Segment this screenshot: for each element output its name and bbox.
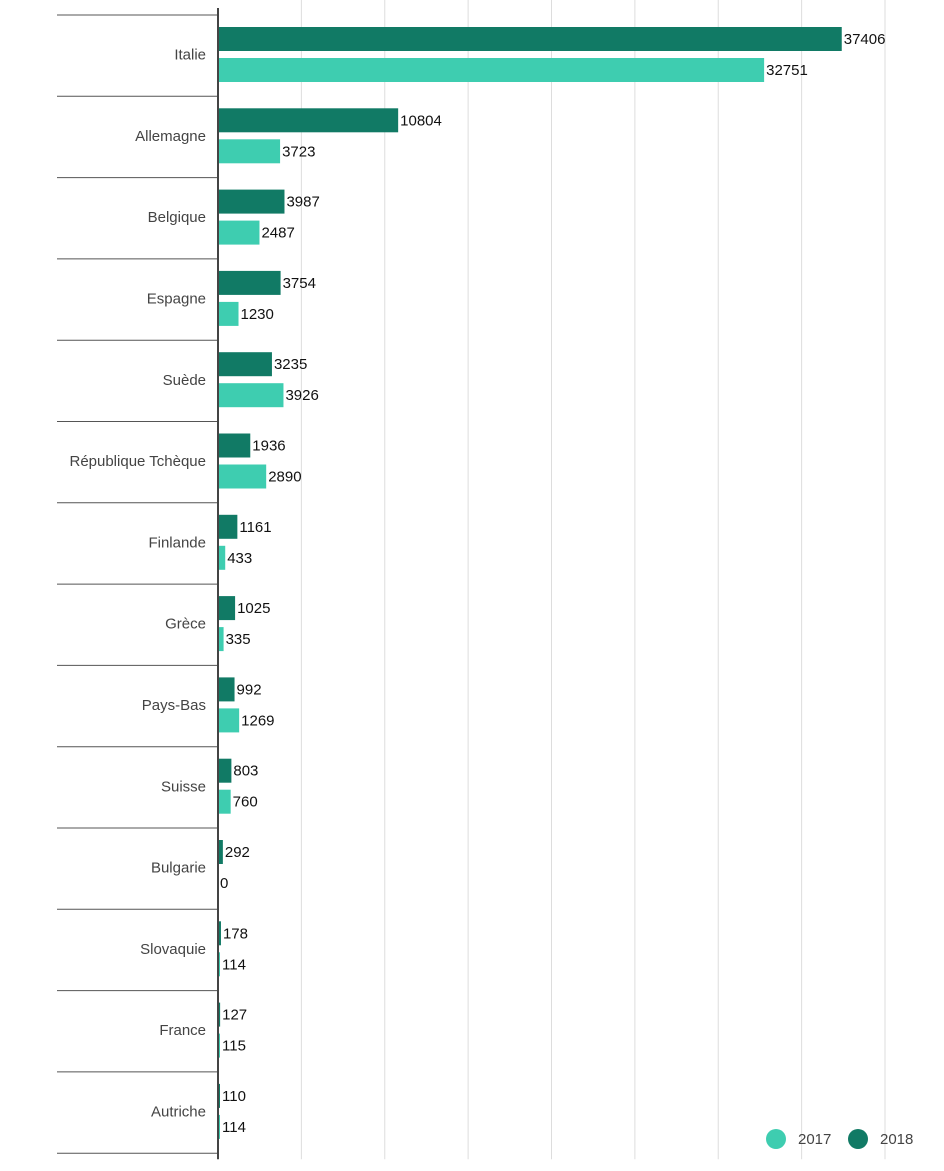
category-label: Pays-Bas (142, 697, 206, 714)
bar-2018 (218, 758, 232, 783)
bar-2018 (218, 189, 285, 214)
legend: 2017 2018 (766, 1129, 913, 1149)
data-label: 3235 (274, 356, 307, 373)
bars (218, 27, 842, 1139)
bar-2018 (218, 596, 236, 621)
category-separators (57, 14, 218, 1154)
category-label: Allemagne (135, 128, 206, 145)
data-label: 178 (223, 925, 248, 942)
bar-2017 (218, 545, 226, 570)
labels: Italie 37406 32751 Allemagne 10804 3723 Belgiq… (69, 31, 885, 1136)
data-label: 127 (222, 1007, 247, 1024)
bar-2018 (218, 352, 272, 377)
bar-2017 (218, 58, 765, 82)
data-label: 335 (226, 631, 251, 648)
category-label: Espagne (147, 291, 206, 308)
bar-2018 (218, 270, 281, 295)
data-label: 3754 (283, 275, 316, 292)
data-label: 114 (222, 956, 246, 973)
bar-2017 (218, 383, 284, 408)
bar-2017 (218, 789, 231, 814)
bar-2018 (218, 514, 238, 539)
bar-2018 (218, 1002, 221, 1027)
bar-2018 (218, 677, 235, 702)
category-label: Autriche (151, 1104, 206, 1121)
data-label: 2890 (268, 468, 301, 485)
bar-2018 (218, 840, 223, 864)
category-label: Bulgarie (151, 860, 206, 877)
data-label: 1269 (241, 712, 274, 729)
category-label: Slovaquie (140, 941, 206, 958)
bar-2017 (218, 627, 224, 652)
category-label: Belgique (148, 209, 206, 226)
data-label: 115 (222, 1038, 246, 1055)
category-label: Grèce (165, 616, 206, 633)
bar-2017 (218, 139, 281, 164)
bar-2018 (218, 27, 842, 51)
data-label: 0 (220, 875, 228, 892)
bar-2017 (218, 708, 240, 733)
legend-label-2018: 2018 (880, 1131, 913, 1148)
bar-2017 (218, 464, 267, 489)
data-label: 433 (227, 550, 252, 567)
data-label: 1025 (237, 600, 270, 617)
legend-marker-2018 (848, 1129, 868, 1149)
bar-2018 (218, 108, 399, 133)
gridlines (300, 0, 886, 1160)
data-label: 1936 (252, 437, 285, 454)
data-label: 3926 (285, 387, 318, 404)
category-label: Finlande (148, 534, 206, 551)
data-label: 3723 (282, 143, 315, 160)
bar-2018 (218, 921, 221, 946)
data-label: 1161 (239, 519, 271, 536)
legend-marker-2017 (766, 1129, 786, 1149)
data-label: 292 (225, 844, 250, 861)
bar-2017 (218, 220, 260, 245)
data-label: 10804 (400, 112, 442, 129)
data-label: 3987 (286, 194, 319, 211)
data-label: 760 (233, 794, 258, 811)
data-label: 1230 (241, 306, 274, 323)
category-label: République Tchèque (69, 453, 206, 470)
data-label: 992 (237, 681, 262, 698)
bar-2017 (218, 301, 239, 326)
data-label: 114 (222, 1119, 246, 1136)
category-label: Italie (174, 47, 206, 64)
data-label: 803 (233, 763, 258, 780)
category-label: Suisse (161, 778, 206, 795)
data-label: 2487 (261, 225, 294, 242)
data-label: 110 (222, 1088, 246, 1105)
bar-2018 (218, 433, 251, 458)
data-label: 32751 (766, 62, 808, 79)
legend-label-2017: 2017 (798, 1131, 831, 1148)
category-label: Suède (163, 372, 206, 389)
category-label: France (159, 1022, 206, 1039)
data-label: 37406 (844, 31, 886, 48)
